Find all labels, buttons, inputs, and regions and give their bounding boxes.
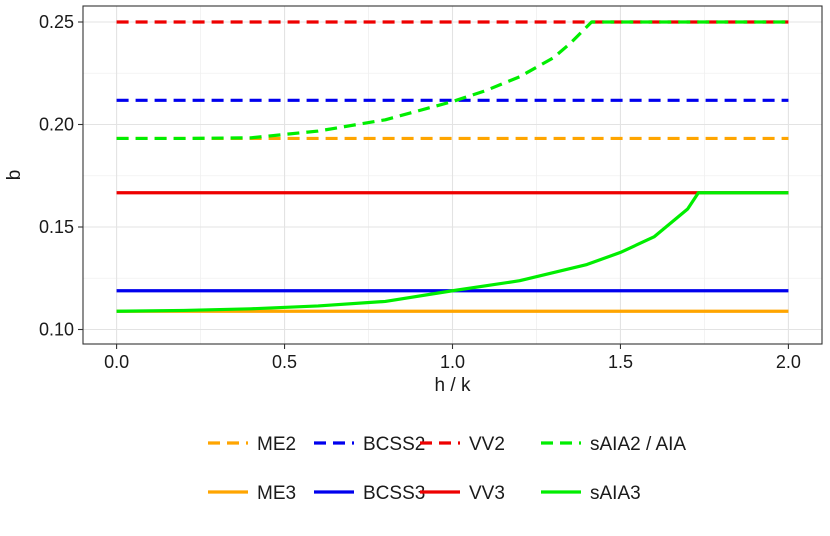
- x-axis-title: h / k: [435, 375, 471, 396]
- grid-layer: [83, 6, 822, 344]
- series-layer: [116, 20, 789, 313]
- ticks-layer: 0.0 0.5 1.0 1.5 2.0 0.10 0.15 0.20 0.25: [39, 12, 801, 372]
- y-tick-label: 0.15: [39, 217, 74, 237]
- y-tick-label: 0.10: [39, 320, 74, 340]
- legend-label: BCSS2: [363, 434, 425, 455]
- x-tick-label: 2.0: [776, 352, 801, 372]
- series-line-saia2-aia: [116, 20, 789, 141]
- x-tick-label: 1.0: [440, 352, 465, 372]
- y-tick-label: 0.25: [39, 12, 74, 32]
- y-tick-label: 0.20: [39, 115, 74, 135]
- x-tick-label: 1.5: [608, 352, 633, 372]
- legend-label: BCSS3: [363, 483, 425, 504]
- x-tick-label: 0.0: [104, 352, 129, 372]
- legend-label: sAIA2 / AIA: [590, 434, 686, 455]
- legend-label: ME2: [257, 434, 296, 455]
- x-tick-label: 0.5: [272, 352, 297, 372]
- series-line-saia3: [116, 191, 789, 313]
- legend-label: ME3: [257, 483, 296, 504]
- legend-label: VV2: [469, 434, 505, 455]
- y-axis-title: b: [4, 170, 25, 181]
- legend-label: VV3: [469, 483, 505, 504]
- legend-label: sAIA3: [590, 483, 641, 504]
- legend: ME2 BCSS2 VV2 sAIA2 / AIA ME3 BCSS3 VV3 sAIA3: [208, 434, 686, 504]
